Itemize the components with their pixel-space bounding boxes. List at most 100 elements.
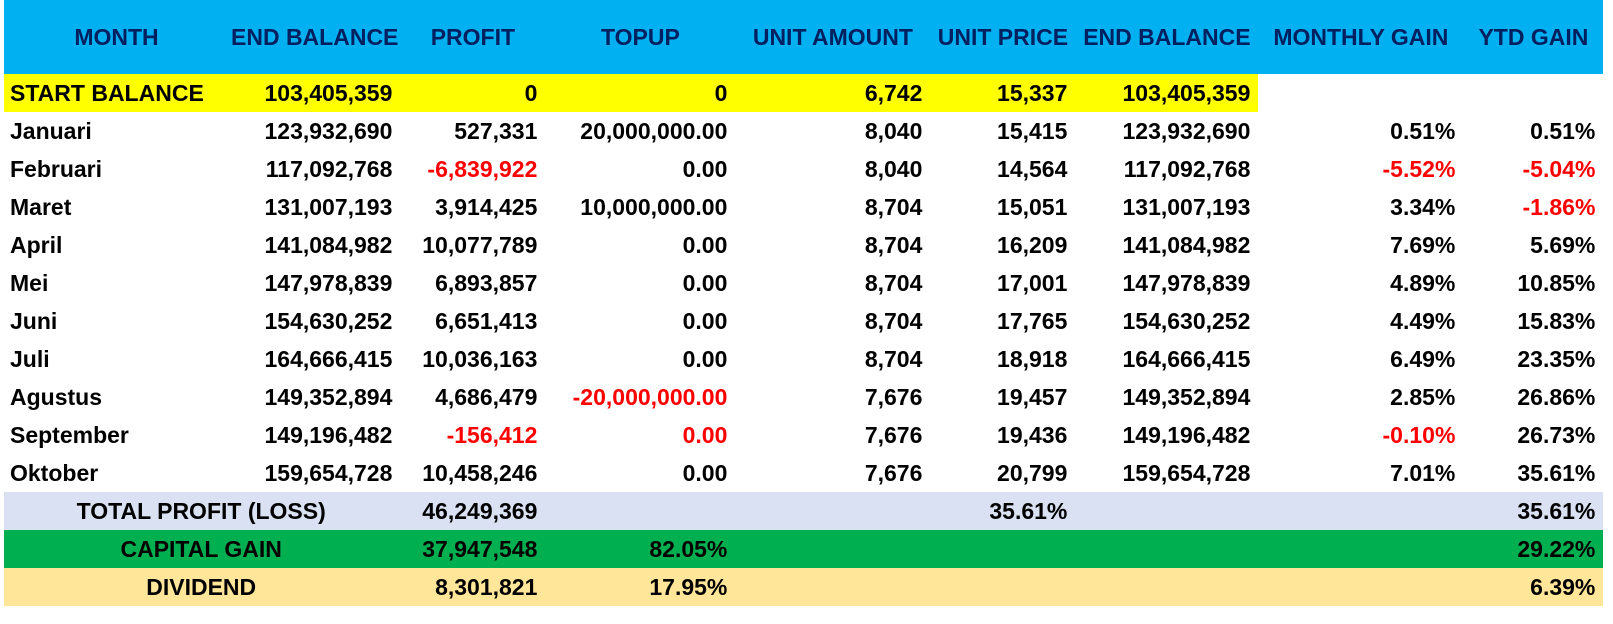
total-profit-value: 46,249,369 bbox=[400, 492, 546, 530]
start-unit-price: 15,337 bbox=[930, 74, 1076, 112]
monthly-gain-cell: 4.89% bbox=[1390, 269, 1456, 296]
start-profit: 0 bbox=[400, 74, 546, 112]
monthly-gain-cell: 7.69% bbox=[1390, 231, 1456, 258]
unit-amount-cell: 8,704 bbox=[864, 231, 923, 258]
empty-cell bbox=[735, 568, 931, 606]
month-cell: April bbox=[10, 231, 63, 258]
dividend-value: 8,301,821 bbox=[400, 568, 546, 606]
dividend-label: DIVIDEND bbox=[4, 568, 401, 606]
header-row: MONTH END BALANCE PROFIT TOPUP UNIT AMOU… bbox=[4, 0, 1604, 74]
profit-cell: 10,077,789 bbox=[422, 231, 538, 258]
unit-amount-cell: 8,704 bbox=[864, 307, 923, 334]
unit-price-cell: 14,564 bbox=[997, 155, 1068, 182]
empty-cell bbox=[735, 530, 931, 568]
start-end-balance: 103,405,359 bbox=[229, 74, 401, 112]
header-profit: PROFIT bbox=[400, 0, 546, 74]
month-cell: Juli bbox=[10, 345, 50, 372]
unit-amount-cell: 8,040 bbox=[864, 117, 923, 144]
monthly-gain-cell: 7.01% bbox=[1390, 459, 1456, 486]
capital-gain-ytd: 29.22% bbox=[1463, 530, 1604, 568]
topup-cell: 20,000,000.00 bbox=[580, 117, 728, 144]
capital-gain-share: 82.05% bbox=[545, 530, 736, 568]
month-row: Agustus 149,352,894 4,686,479 -20,000,000.0… bbox=[4, 378, 1603, 416]
ytd-gain-cell: -5.04% bbox=[1522, 155, 1596, 182]
empty-cell bbox=[1075, 492, 1259, 530]
profit-cell: 4,686,479 bbox=[435, 383, 538, 410]
profit-cell: 10,036,163 bbox=[422, 345, 538, 372]
empty-cell bbox=[1258, 568, 1464, 606]
unit-price-cell: 19,457 bbox=[997, 383, 1068, 410]
ytd-gain-cell: 15.83% bbox=[1517, 307, 1596, 334]
start-balance-row: START BALANCE 103,405,359 0 0 6,742 15,3… bbox=[4, 74, 1603, 112]
end-balance-2-cell: 147,978,839 bbox=[1122, 269, 1251, 296]
topup-cell: 0.00 bbox=[682, 155, 728, 182]
month-row: Januari 123,932,690 527,331 20,000,000.00 8,… bbox=[4, 112, 1603, 150]
empty-cell bbox=[1075, 568, 1259, 606]
header-ytd-gain: YTD GAIN bbox=[1463, 0, 1604, 74]
end-balance-2-cell: 159,654,728 bbox=[1122, 459, 1251, 486]
unit-price-cell: 18,918 bbox=[997, 345, 1068, 372]
end-balance-2-cell: 117,092,768 bbox=[1123, 155, 1251, 182]
topup-cell: 0.00 bbox=[682, 345, 728, 372]
unit-price-cell: 15,415 bbox=[997, 117, 1068, 144]
month-cell: Februari bbox=[10, 155, 103, 182]
end-balance-2-cell: 154,630,252 bbox=[1122, 307, 1251, 334]
month-row: Juli 164,666,415 10,036,163 0.00 8,704 18,918… bbox=[4, 340, 1603, 378]
ytd-gain-cell: 35.61% bbox=[1517, 459, 1596, 486]
profit-cell: 6,893,857 bbox=[435, 269, 538, 296]
empty-cell bbox=[930, 530, 1076, 568]
empty-cell bbox=[545, 492, 736, 530]
month-cell: Juni bbox=[10, 307, 58, 334]
unit-price-cell: 16,209 bbox=[997, 231, 1068, 258]
end-balance-2-cell: 149,352,894 bbox=[1122, 383, 1251, 410]
total-unit-price-gain: 35.61% bbox=[930, 492, 1076, 530]
capital-gain-label: CAPITAL GAIN bbox=[4, 530, 401, 568]
start-unit-amount: 6,742 bbox=[735, 74, 931, 112]
month-row: Oktober 159,654,728 10,458,246 0.00 7,676 20,… bbox=[4, 454, 1603, 492]
monthly-gain-cell: 4.49% bbox=[1390, 307, 1456, 334]
end-balance-cell: 159,654,728 bbox=[264, 459, 393, 486]
start-monthly-gain-empty bbox=[1258, 74, 1463, 112]
ytd-gain-cell: 26.86% bbox=[1517, 383, 1596, 410]
profit-cell: 6,651,413 bbox=[435, 307, 538, 334]
end-balance-cell: 141,084,982 bbox=[264, 231, 393, 258]
unit-price-cell: 19,436 bbox=[997, 421, 1068, 448]
header-unit-amount: UNIT AMOUNT bbox=[735, 0, 931, 74]
unit-amount-cell: 8,704 bbox=[864, 345, 923, 372]
total-profit-row: TOTAL PROFIT (LOSS) 46,249,369 35.61% 35… bbox=[4, 492, 1604, 530]
month-cell: Maret bbox=[10, 193, 72, 220]
dividend-ytd: 6.39% bbox=[1463, 568, 1604, 606]
profit-cell: 10,458,246 bbox=[422, 459, 538, 486]
monthly-gain-cell: -0.10% bbox=[1382, 421, 1456, 448]
monthly-gain-cell: 6.49% bbox=[1390, 345, 1456, 372]
dividend-row: DIVIDEND 8,301,821 17.95% 6.39% bbox=[4, 568, 1604, 606]
start-balance-label: START BALANCE bbox=[4, 74, 229, 112]
portfolio-table: MONTH END BALANCE PROFIT TOPUP UNIT AMOU… bbox=[4, 0, 1604, 606]
unit-amount-cell: 7,676 bbox=[864, 383, 923, 410]
unit-price-cell: 17,765 bbox=[997, 307, 1068, 334]
empty-cell bbox=[1258, 492, 1464, 530]
header-month: MONTH bbox=[4, 0, 229, 74]
total-profit-label: TOTAL PROFIT (LOSS) bbox=[4, 492, 401, 530]
month-row: Juni 154,630,252 6,651,413 0.00 8,704 17,765 1… bbox=[4, 302, 1603, 340]
end-balance-cell: 149,196,482 bbox=[264, 421, 393, 448]
end-balance-cell: 149,352,894 bbox=[264, 383, 393, 410]
ytd-gain-cell: 23.35% bbox=[1517, 345, 1596, 372]
end-balance-cell: 164,666,415 bbox=[264, 345, 393, 372]
unit-amount-cell: 8,040 bbox=[864, 155, 923, 182]
month-cell: September bbox=[10, 421, 129, 448]
unit-amount-cell: 7,676 bbox=[864, 459, 923, 486]
month-row: Februari 117,092,768 -6,839,922 0.00 8,040 14… bbox=[4, 150, 1603, 188]
end-balance-2-cell: 123,932,690 bbox=[1122, 117, 1251, 144]
total-ytd-gain: 35.61% bbox=[1463, 492, 1604, 530]
header-monthly-gain: MONTHLY GAIN bbox=[1258, 0, 1464, 74]
dividend-share: 17.95% bbox=[545, 568, 736, 606]
monthly-gain-cell: 0.51% bbox=[1390, 117, 1456, 144]
ytd-gain-cell: 5.69% bbox=[1530, 231, 1596, 258]
end-balance-cell: 117,092,768 bbox=[265, 155, 393, 182]
month-cell: Mei bbox=[10, 269, 49, 296]
empty-cell bbox=[1075, 530, 1259, 568]
month-cell: Januari bbox=[10, 117, 92, 144]
header-topup: TOPUP bbox=[545, 0, 736, 74]
header-unit-price: UNIT PRICE bbox=[930, 0, 1076, 74]
